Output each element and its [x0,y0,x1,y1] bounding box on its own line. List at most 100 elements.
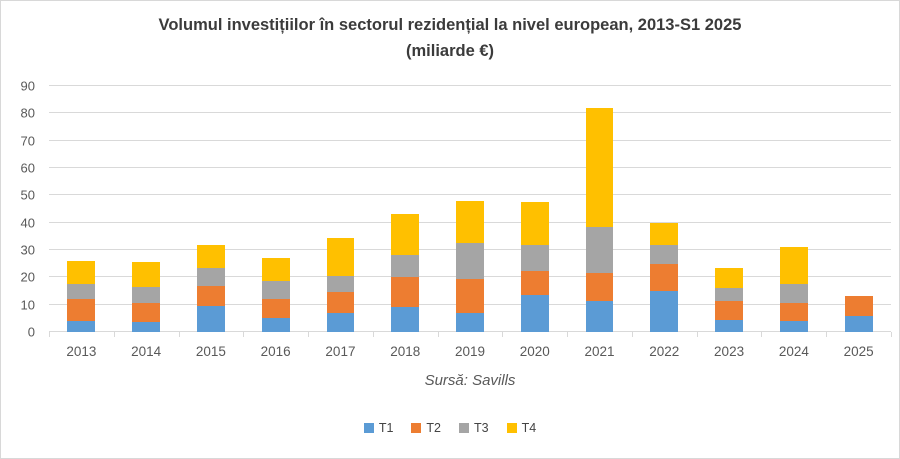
bar-segment-2020-T1 [520,295,549,332]
x-axis-tickmark [178,332,180,337]
bar-segment-2017-T3 [326,275,355,293]
legend-label-T1: T1 [378,421,394,435]
chart-subtitle: (miliarde €) [405,41,495,60]
bar-stack-2023 [715,86,743,332]
x-tick-label-2024: 2024 [778,344,809,359]
legend-item-T3: T3 [459,421,489,435]
bar-stack-2024 [779,86,808,332]
bar-segment-2018-T3 [391,255,420,278]
bar-stack-2020 [520,86,549,332]
legend-swatch-T1 [363,423,374,433]
bar-2016 [243,86,308,332]
x-axis-tickmark [826,332,828,337]
x-axis-tickmark [437,332,439,337]
bar-segment-2023-T2 [715,300,743,320]
y-tick-label-90: 90 [20,78,35,94]
bar-segment-2020-T2 [520,270,549,296]
x-tick-label-2020: 2020 [519,344,550,359]
legend-label-T3: T3 [474,421,489,435]
bar-segment-2018-T2 [391,277,420,308]
bar-segment-2023-T1 [715,319,743,332]
x-tick-label-2023: 2023 [714,344,745,359]
plot-area [49,85,892,337]
legend-item-T1: T1 [363,421,394,435]
y-tick-label-60: 60 [20,160,35,176]
chart-title: Volumul investițiilor în sectorul rezide… [158,16,742,34]
bar-segment-2019-T4 [456,200,484,244]
bar-2015 [179,86,244,332]
bar-segment-2022-T3 [650,244,679,264]
bar-segment-2021-T3 [585,226,614,274]
y-tick-label-30: 30 [20,242,35,258]
x-axis-tickmark [49,332,50,337]
bar-stack-2019 [456,86,484,332]
x-axis: 2013 2014 2015 2016 2017 2018 2019 2020 2021 2022… [49,344,891,366]
x-tick-label-2013: 2013 [66,344,97,359]
legend-swatch-T2 [411,423,422,433]
y-tick-label-80: 80 [20,105,35,121]
bar-stack-2017 [326,86,355,332]
bar-2019 [438,86,503,332]
x-tick-label-2019: 2019 [454,344,486,359]
x-tick-label-2015: 2015 [195,344,226,359]
bar-2014 [114,86,179,332]
gridline-70 [49,139,891,141]
bar-segment-2022-T1 [650,291,679,332]
x-tick-label-2018: 2018 [390,344,421,359]
bar-segment-2021-T1 [585,300,614,332]
bar-2023 [697,86,762,332]
y-tick-label-70: 70 [20,133,35,149]
bar-segment-2019-T3 [456,243,484,279]
gridline-50 [49,194,891,196]
x-axis-tickmark [113,332,115,337]
bar-segment-2017-T1 [326,312,355,332]
bar-segment-2014-T1 [132,322,161,332]
bar-segment-2013-T3 [67,284,96,300]
bar-segment-2016-T4 [261,258,290,282]
bar-stack-2021 [585,86,614,332]
bar-stack-2022 [650,86,679,332]
bar-2020 [502,86,567,332]
gridline-60 [49,167,891,168]
bar-segment-2020-T3 [520,244,549,271]
bar-segment-2023-T3 [715,288,743,301]
bar-stack-2025 [844,86,873,332]
bar-segment-2017-T2 [326,292,355,313]
y-tick-label-20: 20 [20,269,35,285]
x-tick-label-2025: 2025 [843,344,874,359]
legend-swatch-T4 [506,423,517,433]
y-tick-label-10: 10 [20,297,35,313]
bar-segment-2022-T2 [650,263,679,291]
x-axis-tickmark [308,332,310,337]
legend: T1 T2 T3 T4 [1,418,899,438]
bar-segment-2015-T1 [196,306,225,332]
x-axis-tickmark [243,332,245,337]
bar-stack-2013 [67,86,96,332]
bar-segment-2020-T4 [520,202,549,245]
bar-segment-2014-T4 [132,262,161,287]
bar-segment-2013-T4 [67,260,96,285]
bar-segment-2018-T1 [391,307,420,332]
bar-2021 [567,86,632,332]
bar-segment-2025-T1 [844,315,873,332]
bar-segment-2018-T4 [391,214,420,256]
bar-segment-2014-T2 [132,303,161,323]
bar-segment-2019-T1 [456,312,484,332]
gridline-90 [49,85,891,86]
bar-2018 [373,86,438,332]
bar-segment-2019-T2 [456,278,484,313]
bar-segment-2016-T3 [261,281,290,300]
bar-segment-2015-T4 [196,244,225,268]
bar-segment-2025-T2 [844,296,873,316]
bar-2022 [632,86,697,332]
y-axis: 0 10 20 30 40 50 60 70 80 90 [1,79,43,340]
x-axis-tickmark [761,332,763,337]
x-tick-label-2017: 2017 [325,344,356,359]
bar-2013 [49,86,114,332]
legend-label-T4: T4 [521,421,537,435]
bar-stack-2014 [132,86,161,332]
bar-stack-2015 [196,86,225,332]
bar-stack-2016 [261,86,290,332]
legend-item-T2: T2 [411,421,441,435]
x-axis-tickmark [567,332,569,337]
